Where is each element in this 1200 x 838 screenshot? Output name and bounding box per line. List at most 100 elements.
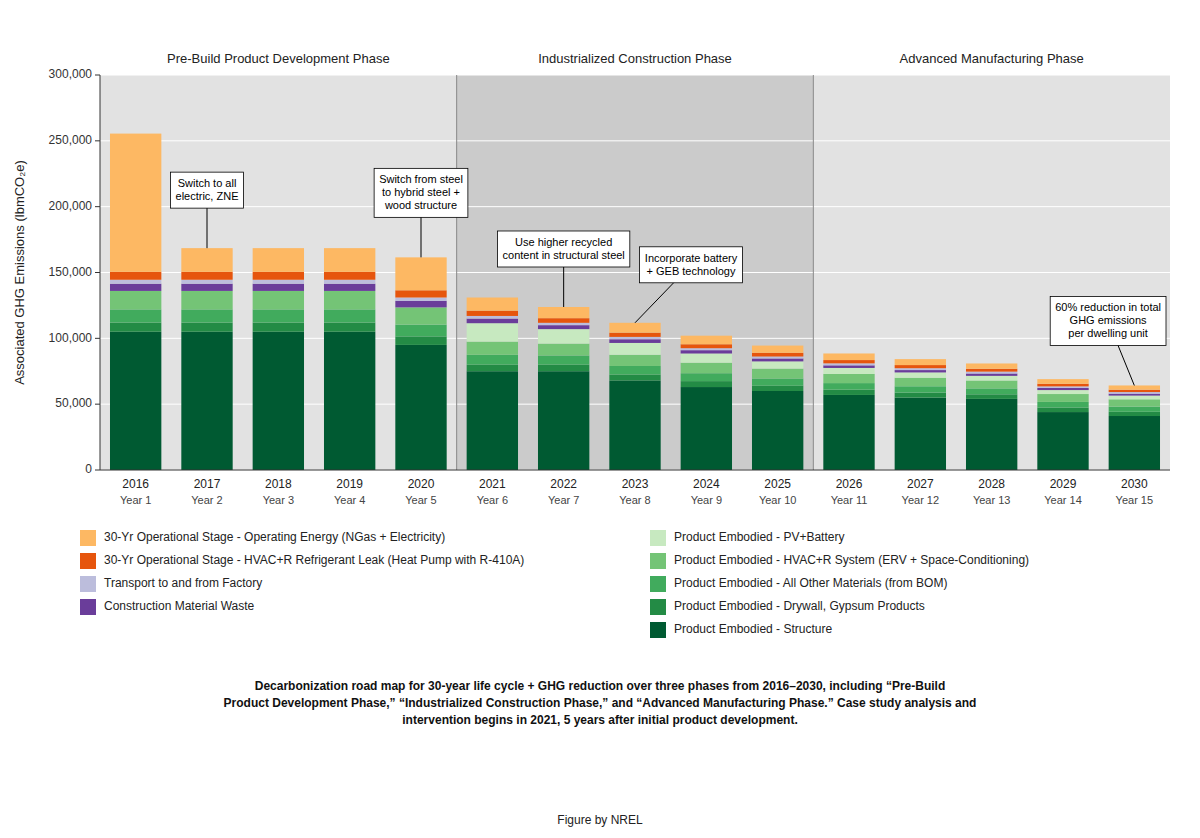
bar-segment [1037, 412, 1088, 470]
annotation-box [640, 247, 743, 283]
x-tick-sublabel: Year 11 [831, 494, 868, 506]
legend-label: 30-Yr Operational Stage - Operating Ener… [104, 530, 445, 544]
legend-swatch [650, 599, 666, 615]
bar-segment [681, 344, 732, 348]
bar-segment [395, 298, 446, 301]
bar-segment [467, 311, 518, 316]
annotation-text: 60% reduction in totalGHG emissionsper d… [1055, 301, 1161, 339]
bar-segment [895, 372, 946, 377]
x-tick-sublabel: Year 12 [902, 494, 940, 506]
caption: Decarbonization road map for 30-year lif… [224, 679, 977, 727]
bar-segment [1037, 388, 1088, 390]
bar-segment [609, 355, 660, 366]
x-tick-label: 2020 [408, 477, 435, 491]
legend-label: Product Embodied - Drywall, Gypsum Produ… [674, 599, 925, 613]
bar-segment [609, 333, 660, 337]
bar-segment [181, 309, 232, 322]
bar-segment [324, 280, 375, 284]
legend-label: 30-Yr Operational Stage - HVAC+R Refrige… [104, 553, 524, 567]
grid [100, 75, 1170, 470]
bar-segment [324, 332, 375, 470]
phase-label: Pre-Build Product Development Phase [167, 51, 390, 66]
bar-segment [538, 344, 589, 356]
x-tick-sublabel: Year 6 [477, 494, 508, 506]
bar-segment [823, 374, 874, 383]
bar-segment [681, 387, 732, 470]
bar-segment [1109, 396, 1160, 400]
bar-segment [253, 291, 304, 309]
phase-label: Industrialized Construction Phase [538, 51, 732, 66]
annotations: Switch to allelectric, ZNE Switch from st… [171, 168, 1166, 385]
bar-segment [681, 348, 732, 350]
x-tick-label: 2018 [265, 477, 292, 491]
bar-segment [681, 336, 732, 345]
bar-segment [609, 375, 660, 381]
x-tick-label: 2024 [693, 477, 720, 491]
annotation: Switch to allelectric, ZNE [171, 172, 244, 248]
annotation-text: Switch to allelectric, ZNE [176, 177, 239, 202]
phase-label: Advanced Manufacturing Phase [900, 51, 1084, 66]
legend-label: Product Embodied - Structure [674, 622, 832, 636]
annotation: Switch from steelto hybrid steel +wood s… [374, 168, 468, 257]
bar-segment [895, 378, 946, 387]
bar-segment [181, 280, 232, 284]
bar-segment [895, 386, 946, 392]
y-tick-label: 100,000 [49, 331, 93, 345]
x-tick-sublabel: Year 8 [619, 494, 650, 506]
bar-segment [1109, 385, 1160, 389]
bar-segment [895, 398, 946, 470]
legend-swatch [80, 599, 96, 615]
phase-divider [813, 75, 814, 470]
bar-segment [609, 380, 660, 470]
bar-segment [110, 323, 161, 332]
bar-segment [681, 350, 732, 353]
x-tick-label: 2022 [550, 477, 577, 491]
bar-segment [324, 291, 375, 309]
x-tick-sublabel: Year 4 [334, 494, 365, 506]
legend-label: Transport to and from Factory [104, 576, 262, 590]
bar-segment [253, 272, 304, 280]
bar-segment [467, 323, 518, 341]
bar-segment [1109, 390, 1160, 392]
y-tick-label: 150,000 [49, 265, 93, 279]
grid-line [100, 140, 1170, 141]
bar-segment [110, 134, 161, 272]
x-tick-label: 2016 [122, 477, 149, 491]
legend-swatch [650, 553, 666, 569]
bar-segment [538, 325, 589, 329]
bar-segment [253, 248, 304, 272]
annotation: Incorporate battery+ GEB technology [635, 247, 742, 323]
x-tick-sublabel: Year 3 [263, 494, 294, 506]
x-tick-label: 2025 [764, 477, 791, 491]
bar-segment [966, 388, 1017, 394]
x-axis-line [100, 470, 1170, 471]
y-tick-label: 200,000 [49, 199, 93, 213]
x-tick-sublabel: Year 14 [1044, 494, 1082, 506]
annotation-box [171, 172, 244, 208]
bar-segment [324, 248, 375, 272]
bar-segment [1037, 407, 1088, 412]
x-tick-label: 2030 [1121, 477, 1148, 491]
x-tick-label: 2029 [1050, 477, 1077, 491]
bar-segment [1037, 379, 1088, 384]
legend-swatch [80, 553, 96, 569]
x-tick-label: 2023 [622, 477, 649, 491]
bar-segment [110, 284, 161, 291]
x-tick-label: 2026 [836, 477, 863, 491]
bar-segment [681, 373, 732, 381]
y-tick [95, 404, 100, 405]
x-tick-sublabel: Year 2 [191, 494, 222, 506]
annotation: 60% reduction in totalGHG emissionsper d… [1050, 296, 1166, 385]
x-tick-sublabel: Year 7 [548, 494, 579, 506]
bar-segment [1037, 390, 1088, 394]
grid-line [100, 75, 1170, 76]
bar-segment [1109, 399, 1160, 406]
x-tick-sublabel: Year 13 [973, 494, 1011, 506]
x-tick-sublabel: Year 15 [1116, 494, 1154, 506]
bar-segment [395, 345, 446, 470]
bar-segment [467, 342, 518, 355]
x-tick-sublabel: Year 9 [691, 494, 722, 506]
bar-segment [538, 323, 589, 325]
bar-segment [538, 307, 589, 318]
bar-segment [895, 370, 946, 372]
